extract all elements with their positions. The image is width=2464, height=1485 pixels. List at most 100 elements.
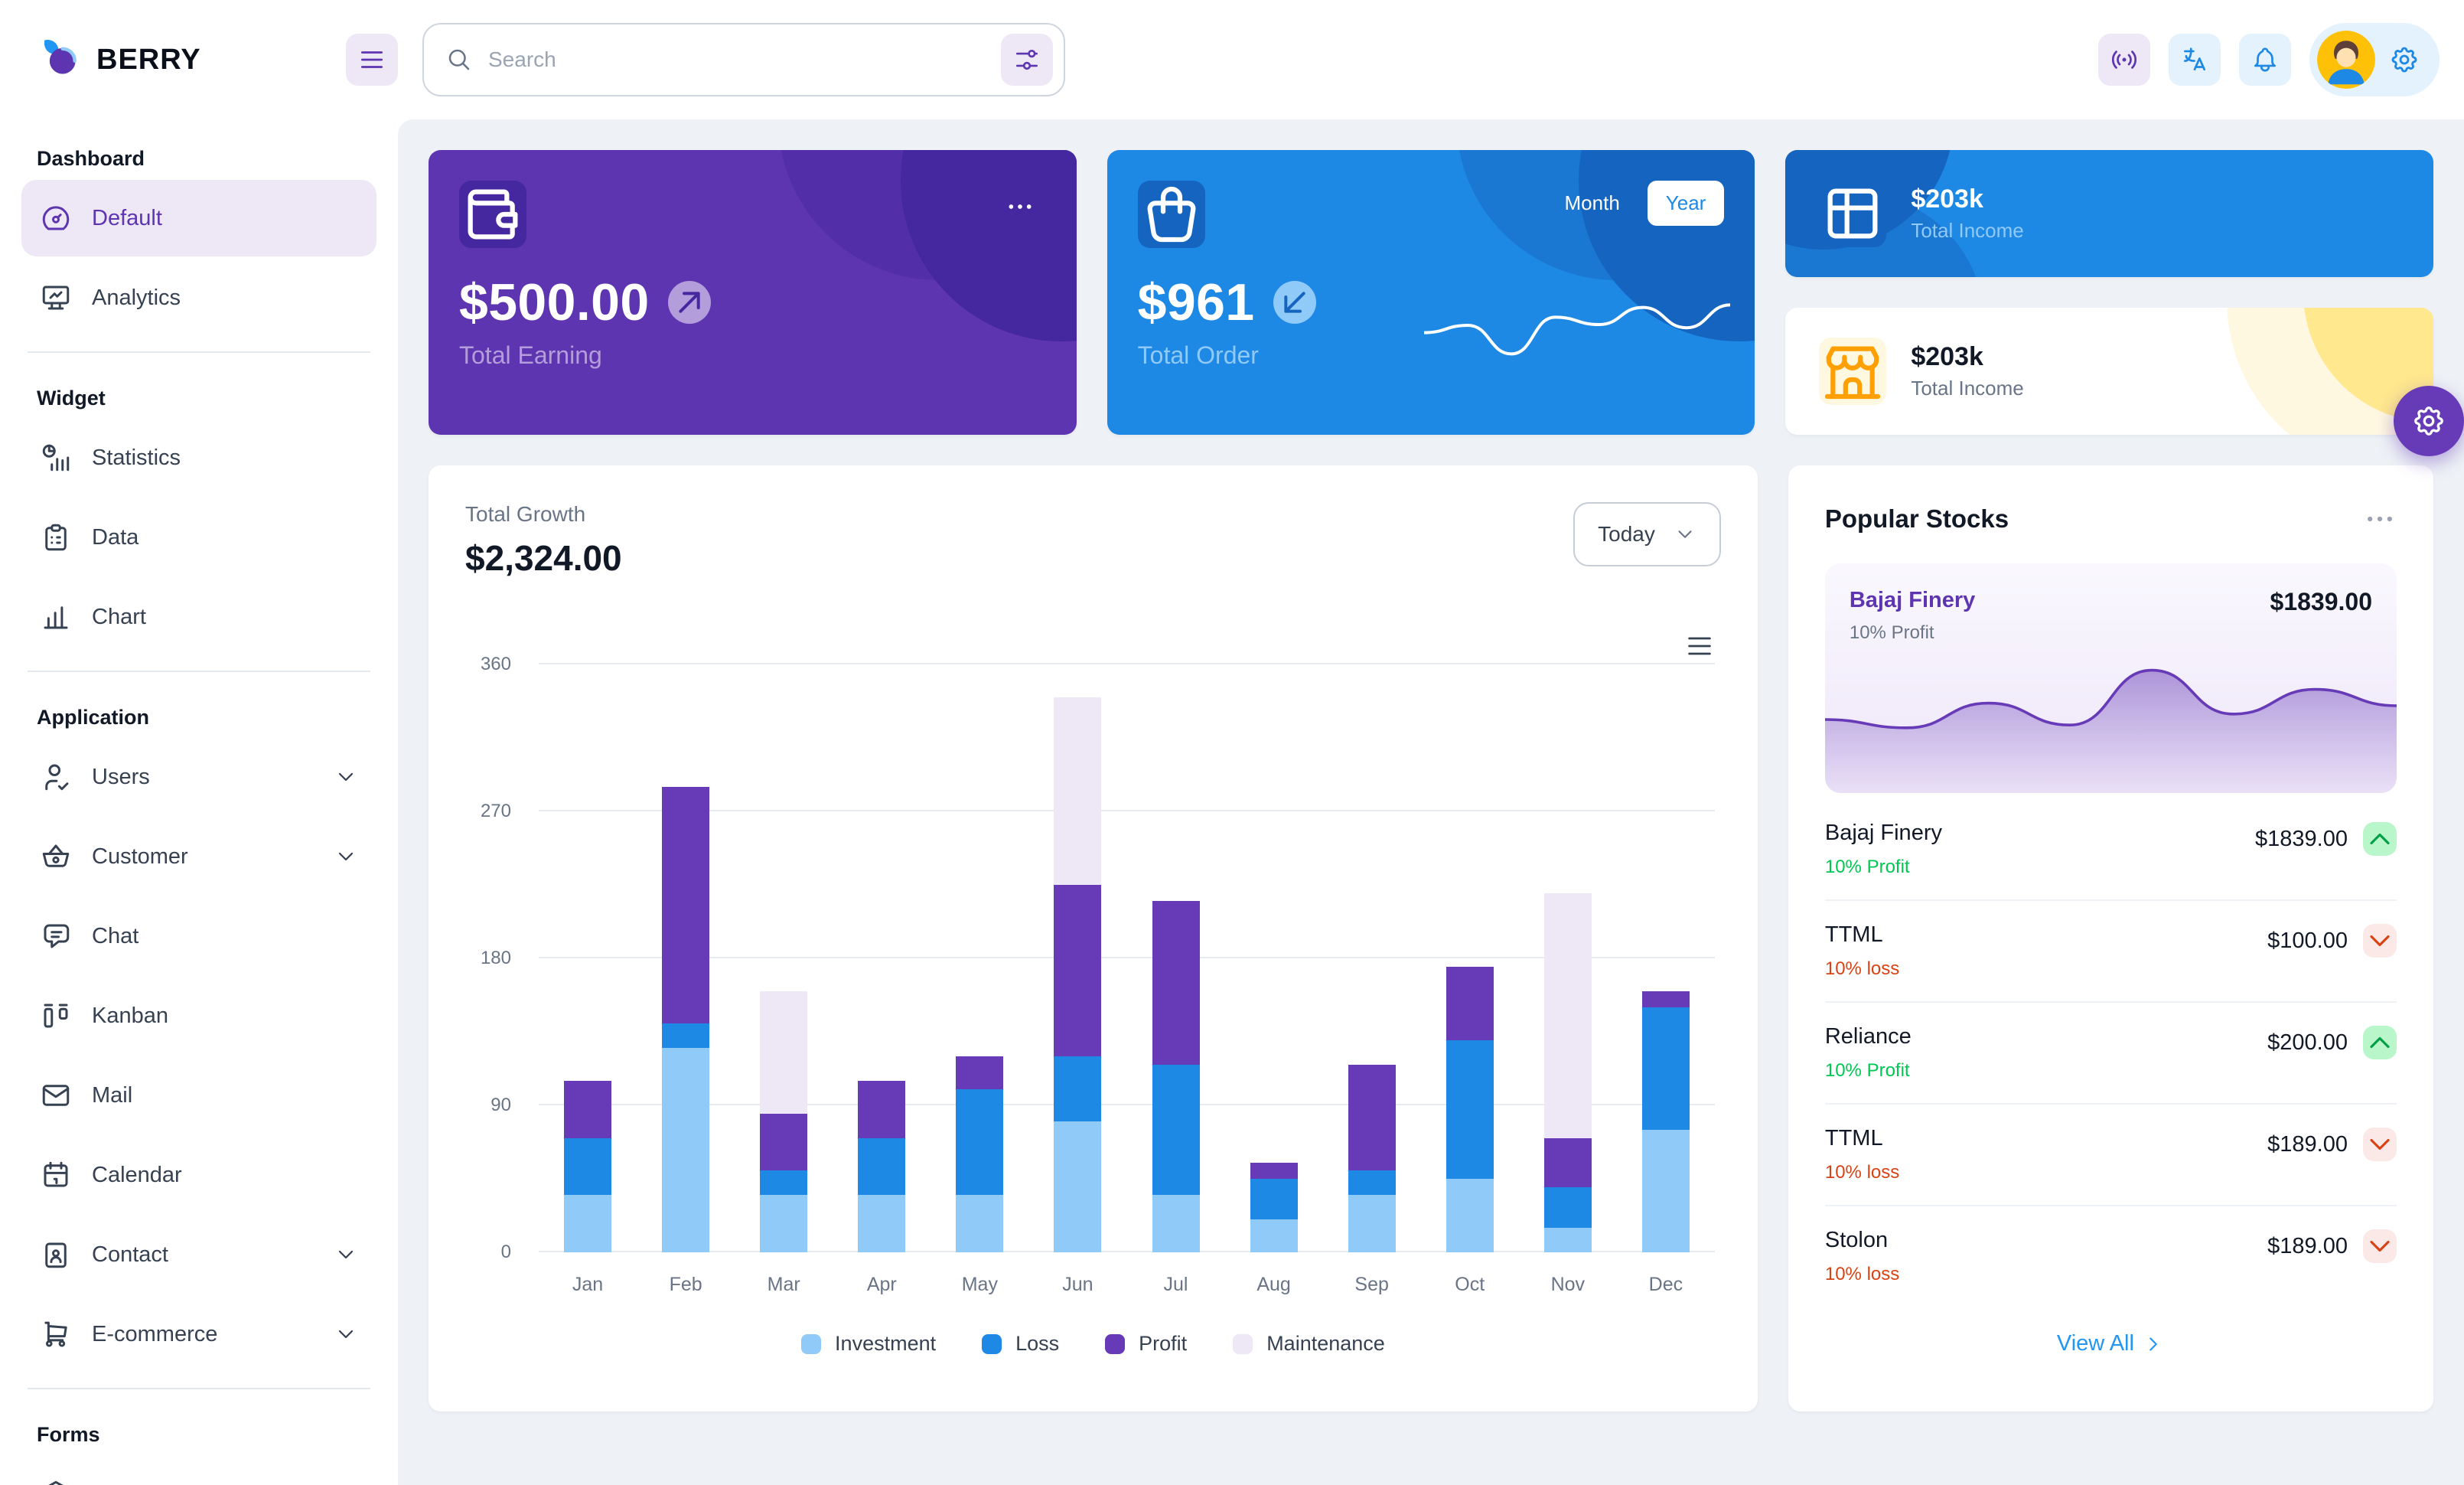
bar-aug xyxy=(1225,1162,1323,1252)
period-toggle: Month Year xyxy=(1547,181,1725,226)
bar-segment-profit xyxy=(1152,901,1200,1065)
bar-segment-investment xyxy=(858,1195,906,1252)
bar-segment-loss xyxy=(956,1088,1004,1196)
summary-cards-row: $500.00 Total Earning Month Year $961 To… xyxy=(429,150,2433,435)
stock-row[interactable]: TTML 10% loss $189.00 xyxy=(1824,1105,2397,1206)
stocks-menu-button[interactable] xyxy=(2363,502,2397,536)
sidebar-item-ecommerce[interactable]: E-commerce xyxy=(21,1296,376,1372)
bar-segment-loss xyxy=(1152,1064,1200,1196)
sidebar-toggle-button[interactable] xyxy=(346,34,398,86)
legend-label: Investment xyxy=(835,1332,937,1355)
featured-stock-info: Bajaj Finery 10% Profit xyxy=(1850,588,1975,644)
growth-heading: Total Growth $2,324.00 xyxy=(465,502,622,579)
sidebar: Dashboard Default Analytics Widget Stati… xyxy=(0,119,398,1485)
x-axis-label: Mar xyxy=(767,1274,800,1295)
bar-dec xyxy=(1617,991,1715,1252)
notifications-button[interactable] xyxy=(2239,34,2291,86)
chat-icon xyxy=(40,920,72,952)
stock-row[interactable]: Bajaj Finery 10% Profit $1839.00 xyxy=(1824,799,2397,901)
sidebar-item-statistics[interactable]: Statistics xyxy=(21,419,376,496)
sidebar-item-data[interactable]: Data xyxy=(21,499,376,576)
legend-profit[interactable]: Profit xyxy=(1105,1332,1187,1356)
brand-name: BERRY xyxy=(96,43,201,76)
sidebar-item-label: Components xyxy=(92,1482,358,1485)
legend-maintenance[interactable]: Maintenance xyxy=(1233,1332,1385,1356)
gridline xyxy=(539,663,1715,664)
sidebar-item-default[interactable]: Default xyxy=(21,180,376,256)
sidebar-item-label: Analytics xyxy=(92,285,181,310)
chart-menu-button[interactable] xyxy=(1684,631,1715,661)
sidebar-item-customer[interactable]: Customer xyxy=(21,818,376,895)
total-earning-label: Total Earning xyxy=(459,341,602,369)
broadcast-icon xyxy=(2110,45,2139,74)
x-axis-label: May xyxy=(961,1274,998,1295)
featured-stock-card[interactable]: Bajaj Finery 10% Profit $1839.00 xyxy=(1824,563,2397,793)
plot-area xyxy=(539,663,1715,1252)
featured-stock-name: Bajaj Finery xyxy=(1849,588,1976,612)
live-broadcast-button[interactable] xyxy=(2098,34,2150,86)
customize-fab-button[interactable] xyxy=(2394,386,2464,456)
order-sparkline-chart xyxy=(1424,303,1731,356)
sidebar-item-label: Customer xyxy=(92,844,188,869)
bar-segment-profit xyxy=(858,1081,906,1138)
stock-price-block: $200.00 xyxy=(2267,1026,2397,1059)
storefront-icon xyxy=(1819,338,1887,405)
stock-row[interactable]: TTML 10% loss $100.00 xyxy=(1824,901,2397,1003)
stock-info: Reliance 10% Profit xyxy=(1825,1024,1912,1082)
sidebar-item-users[interactable]: Users xyxy=(21,739,376,815)
total-income-amount: $203k xyxy=(1911,342,1983,371)
sidebar-item-calendar[interactable]: Calendar xyxy=(21,1137,376,1213)
month-toggle-button[interactable]: Month xyxy=(1547,181,1638,226)
bar-chart-icon xyxy=(40,601,72,633)
stock-name: Stolon xyxy=(1824,1228,1889,1252)
search-input[interactable] xyxy=(488,47,986,72)
earning-more-button[interactable] xyxy=(993,181,1046,233)
trend-down-icon xyxy=(2362,924,2397,958)
dashboard-icon xyxy=(40,202,72,234)
sidebar-item-label: Statistics xyxy=(92,445,181,470)
stock-change: 10% loss xyxy=(1824,1264,1900,1284)
stock-change: 10% loss xyxy=(1824,1162,1900,1183)
sidebar-item-analytics[interactable]: Analytics xyxy=(21,259,376,336)
bar-segment-maintenance xyxy=(760,991,808,1114)
view-all-button[interactable]: View All xyxy=(2057,1331,2165,1356)
bar-segment-investment xyxy=(760,1195,808,1252)
income-text: $203k Total Income xyxy=(1911,184,2023,243)
sidebar-item-kanban[interactable]: Kanban xyxy=(21,977,376,1054)
stock-price-block: $100.00 xyxy=(2267,924,2397,958)
bar-segment-profit xyxy=(1543,1137,1592,1187)
period-select[interactable]: Today xyxy=(1573,502,1721,566)
search-settings-button[interactable] xyxy=(1001,34,1053,86)
total-growth-amount: $2,324.00 xyxy=(465,538,622,578)
legend-investment[interactable]: Investment xyxy=(801,1332,936,1356)
profile-menu[interactable] xyxy=(2309,23,2440,96)
legend-loss[interactable]: Loss xyxy=(982,1332,1059,1356)
stock-row[interactable]: Reliance 10% Profit $200.00 xyxy=(1824,1003,2397,1105)
section-caption-dashboard: Dashboard xyxy=(37,147,145,170)
brand-logo[interactable]: BERRY xyxy=(37,34,201,86)
sidebar-item-mail[interactable]: Mail xyxy=(21,1057,376,1134)
stock-row[interactable]: Stolon 10% loss $189.00 xyxy=(1825,1206,2397,1307)
sidebar-item-components[interactable]: Components xyxy=(21,1456,376,1485)
x-axis-label: Sep xyxy=(1354,1274,1389,1295)
sidebar-item-contact[interactable]: Contact xyxy=(21,1216,376,1293)
bar-mar xyxy=(735,991,833,1252)
y-axis-label: 270 xyxy=(480,801,511,821)
total-income-light-card: $203k Total Income xyxy=(1785,308,2433,435)
legend-label: Profit xyxy=(1139,1332,1188,1355)
search-icon xyxy=(445,46,473,73)
sidebar-item-chat[interactable]: Chat xyxy=(21,898,376,974)
box-icon xyxy=(40,1478,72,1485)
year-toggle-button[interactable]: Year xyxy=(1647,181,1725,226)
chevron-down-icon xyxy=(334,844,358,869)
bar-feb xyxy=(637,787,735,1252)
y-axis-label: 180 xyxy=(480,948,511,968)
more-dots-icon xyxy=(1005,191,1035,222)
language-button[interactable] xyxy=(2169,34,2221,86)
sidebar-item-label: Mail xyxy=(92,1082,133,1108)
main-content: $500.00 Total Earning Month Year $961 To… xyxy=(398,119,2464,1485)
trend-down-icon xyxy=(2362,1128,2397,1161)
sidebar-item-chart[interactable]: Chart xyxy=(21,579,376,655)
search-bar xyxy=(422,23,1065,96)
shopping-cart-icon xyxy=(40,1318,72,1350)
